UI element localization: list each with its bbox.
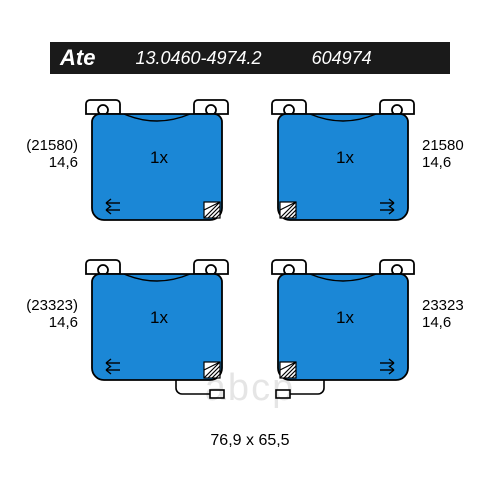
pad-qty: 1x bbox=[150, 148, 168, 168]
pad-code: (21580) bbox=[26, 138, 78, 155]
pad-thickness: 14,6 bbox=[422, 155, 464, 172]
pad-code: 21580 bbox=[422, 138, 464, 155]
pad-thickness: 14,6 bbox=[422, 315, 464, 332]
pad-qty: 1x bbox=[150, 308, 168, 328]
dimension-label: 76,9 x 65,5 bbox=[48, 432, 452, 450]
pad-bottom-right: 23323 14,6 bbox=[268, 250, 418, 400]
pad-qty: 1x bbox=[336, 308, 354, 328]
pad-qty: 1x bbox=[336, 148, 354, 168]
part-number-secondary: 604974 bbox=[312, 48, 372, 69]
pad-code: (23323) bbox=[26, 298, 78, 315]
part-number-primary: 13.0460-4974.2 bbox=[135, 48, 261, 69]
pad-code: 23323 bbox=[422, 298, 464, 315]
pad-bottom-left: (23323) 14,6 bbox=[82, 250, 232, 400]
pad-top-right: 21580 14,6 1x bbox=[268, 90, 418, 230]
pad-thickness: 14,6 bbox=[26, 315, 78, 332]
pad-thickness: 14,6 bbox=[26, 155, 78, 172]
header-bar: Ate 13.0460-4974.2 604974 bbox=[50, 42, 450, 74]
brand-logo: Ate bbox=[60, 45, 95, 71]
pad-top-left: (21580) 14,6 bbox=[82, 90, 232, 230]
diagram-area: (21580) 14,6 bbox=[48, 78, 452, 452]
